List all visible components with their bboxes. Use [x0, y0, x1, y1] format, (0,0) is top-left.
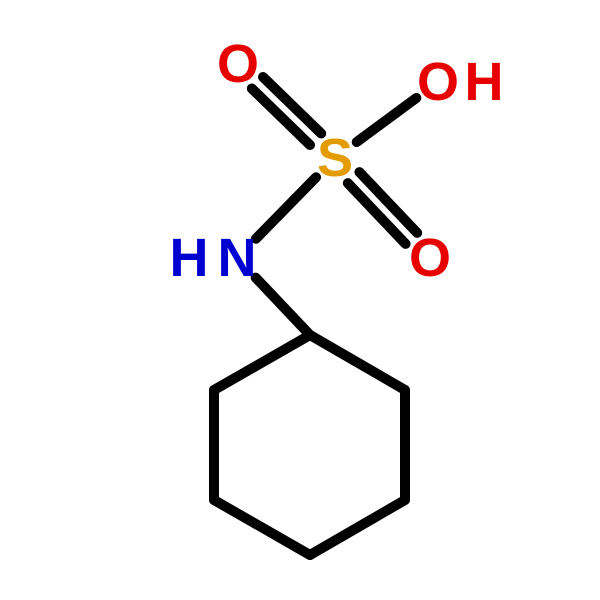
atom-O3: O: [417, 52, 459, 112]
atom-OH_H: H: [465, 52, 504, 112]
molecule-diagram: SOOOHNH: [0, 0, 600, 600]
atom-N: N: [218, 228, 257, 288]
atom-labels-layer: SOOOHNH: [170, 34, 504, 288]
atom-S: S: [317, 128, 353, 188]
atom-O2: O: [409, 228, 451, 288]
atom-O1: O: [217, 34, 259, 94]
atom-NH_H: H: [170, 228, 209, 288]
bonds-layer: [214, 77, 417, 555]
